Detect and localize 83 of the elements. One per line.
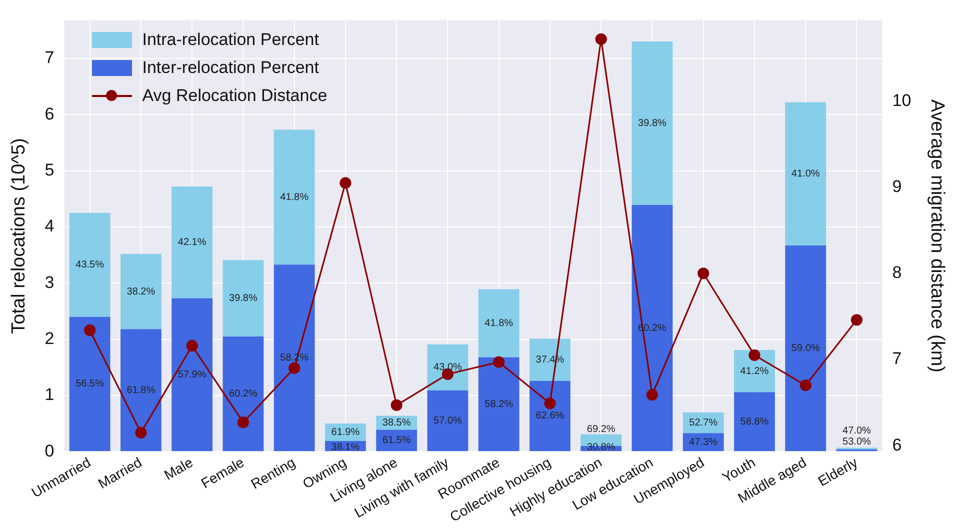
y-tick-label: 2	[44, 328, 54, 348]
y-tick-label: 7	[44, 48, 54, 68]
y-tick-label: 1	[44, 385, 54, 404]
annotation: 58.8%	[740, 416, 769, 428]
point	[850, 314, 863, 326]
annotation: 38.2%	[126, 286, 156, 298]
annotation: 62.6%	[536, 410, 564, 422]
y2-tick-label: 6	[892, 435, 902, 454]
annotation: 57.0%	[434, 416, 462, 427]
bar	[222, 260, 264, 336]
annotation: 39.8%	[229, 293, 258, 304]
bar	[734, 392, 775, 452]
point	[800, 380, 812, 392]
y-tick-label: 6	[44, 104, 54, 124]
point	[646, 389, 658, 401]
bar	[69, 212, 110, 317]
point	[544, 398, 556, 410]
bar	[69, 316, 110, 452]
point	[135, 426, 147, 438]
annotation: 42.1%	[178, 237, 206, 248]
annotation: 52.7%	[689, 417, 718, 428]
annotation: 53.0%	[842, 436, 872, 448]
point	[340, 177, 352, 189]
bar	[274, 264, 315, 452]
annotation: 56.5%	[76, 378, 104, 390]
point	[698, 268, 710, 280]
y2-tick-label: 7	[892, 349, 902, 368]
bar	[427, 390, 468, 452]
annotation: 41.2%	[740, 366, 769, 377]
legend-label: Avg Relocation Distance	[142, 85, 328, 108]
bar	[478, 357, 520, 452]
annotation: 58.2%	[484, 398, 514, 410]
bar	[785, 102, 826, 246]
annotation: 41.8%	[484, 318, 514, 330]
bar	[222, 336, 264, 452]
y-tick-label: 3	[44, 272, 54, 292]
bar	[530, 380, 570, 452]
annotation: 43.5%	[76, 260, 104, 271]
annotation: 57.9%	[178, 369, 206, 380]
point	[493, 356, 505, 368]
annotation: 41.8%	[280, 192, 309, 203]
x-tick-label: Male	[161, 454, 196, 484]
annotation: 47.3%	[689, 436, 718, 448]
bar	[120, 254, 162, 330]
annotation: 61.5%	[382, 435, 411, 446]
annotation: 69.2%	[586, 424, 616, 435]
bar	[478, 289, 520, 358]
point	[237, 416, 249, 428]
y2-tick-label: 10	[892, 90, 912, 110]
legend-label: Inter-relocation Percent	[142, 57, 319, 80]
bar	[120, 329, 162, 452]
y2-tick-label: 9	[892, 176, 902, 196]
annotation: 60.2%	[229, 388, 258, 400]
annotation: 59.0%	[791, 343, 820, 354]
bar	[632, 42, 673, 206]
y2-axis-title: Average migration distance (km)	[926, 99, 948, 372]
y-tick-label: 0	[44, 441, 54, 460]
point	[390, 399, 402, 411]
bar	[785, 245, 826, 452]
annotation: 41.0%	[791, 168, 820, 180]
bar	[172, 186, 213, 298]
annotation: 38.5%	[382, 417, 411, 428]
annotation: 30.8%	[586, 442, 616, 453]
point	[595, 33, 607, 45]
y2-tick-label: 8	[892, 263, 902, 282]
y-tick-label: 5	[44, 160, 54, 180]
y-axis-title: Total relocations (10^5)	[8, 138, 30, 334]
annotation: 61.8%	[126, 384, 156, 396]
bar	[172, 298, 213, 452]
point	[186, 340, 198, 352]
point	[84, 324, 96, 336]
annotation: 43.0%	[434, 362, 462, 374]
bar	[274, 130, 315, 265]
point	[288, 362, 300, 374]
point	[748, 349, 760, 361]
annotation: 61.9%	[331, 427, 360, 438]
annotation: 38.1%	[331, 442, 360, 453]
legend-label: Intra-relocation Percent	[142, 29, 319, 52]
bar	[632, 205, 673, 452]
bar	[376, 430, 418, 452]
y-tick-label: 4	[44, 216, 54, 236]
annotation: 39.8%	[638, 118, 666, 130]
annotation: 47.0%	[842, 425, 872, 436]
